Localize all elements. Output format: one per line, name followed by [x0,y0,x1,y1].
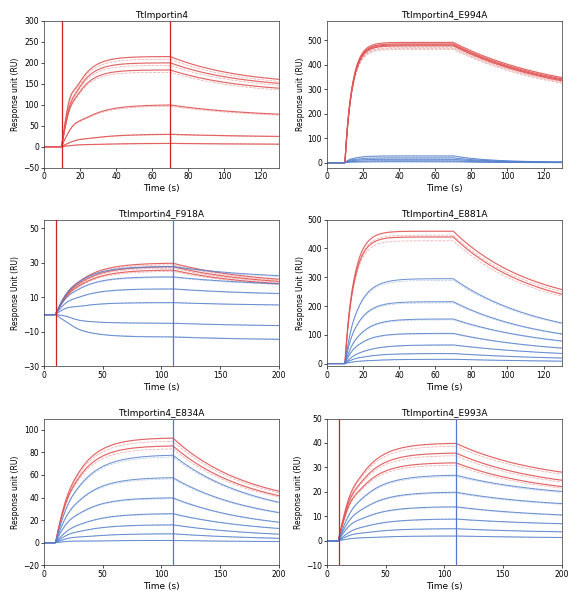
X-axis label: Time (s): Time (s) [143,383,180,392]
X-axis label: Time (s): Time (s) [143,184,180,193]
X-axis label: Time (s): Time (s) [426,383,463,392]
Y-axis label: Response Unit (RU): Response Unit (RU) [11,256,20,330]
Title: TtImportin4_F918A: TtImportin4_F918A [118,210,204,219]
Y-axis label: Response unit (RU): Response unit (RU) [296,58,304,131]
Y-axis label: Response unit (RU): Response unit (RU) [294,455,303,529]
Y-axis label: Response unit (RU): Response unit (RU) [11,58,20,131]
Y-axis label: Response Unit (RU): Response Unit (RU) [296,256,304,330]
X-axis label: Time (s): Time (s) [143,582,180,591]
Y-axis label: Response unit (RU): Response unit (RU) [11,455,20,529]
Title: TtImportin4_E881A: TtImportin4_E881A [401,210,488,219]
Title: TtImportin4_E993A: TtImportin4_E993A [401,409,488,418]
Title: TtImportin4_E834A: TtImportin4_E834A [118,409,204,418]
X-axis label: Time (s): Time (s) [426,582,463,591]
X-axis label: Time (s): Time (s) [426,184,463,193]
Title: TtImportin4_E994A: TtImportin4_E994A [401,11,487,20]
Title: TtImportin4: TtImportin4 [135,11,188,20]
